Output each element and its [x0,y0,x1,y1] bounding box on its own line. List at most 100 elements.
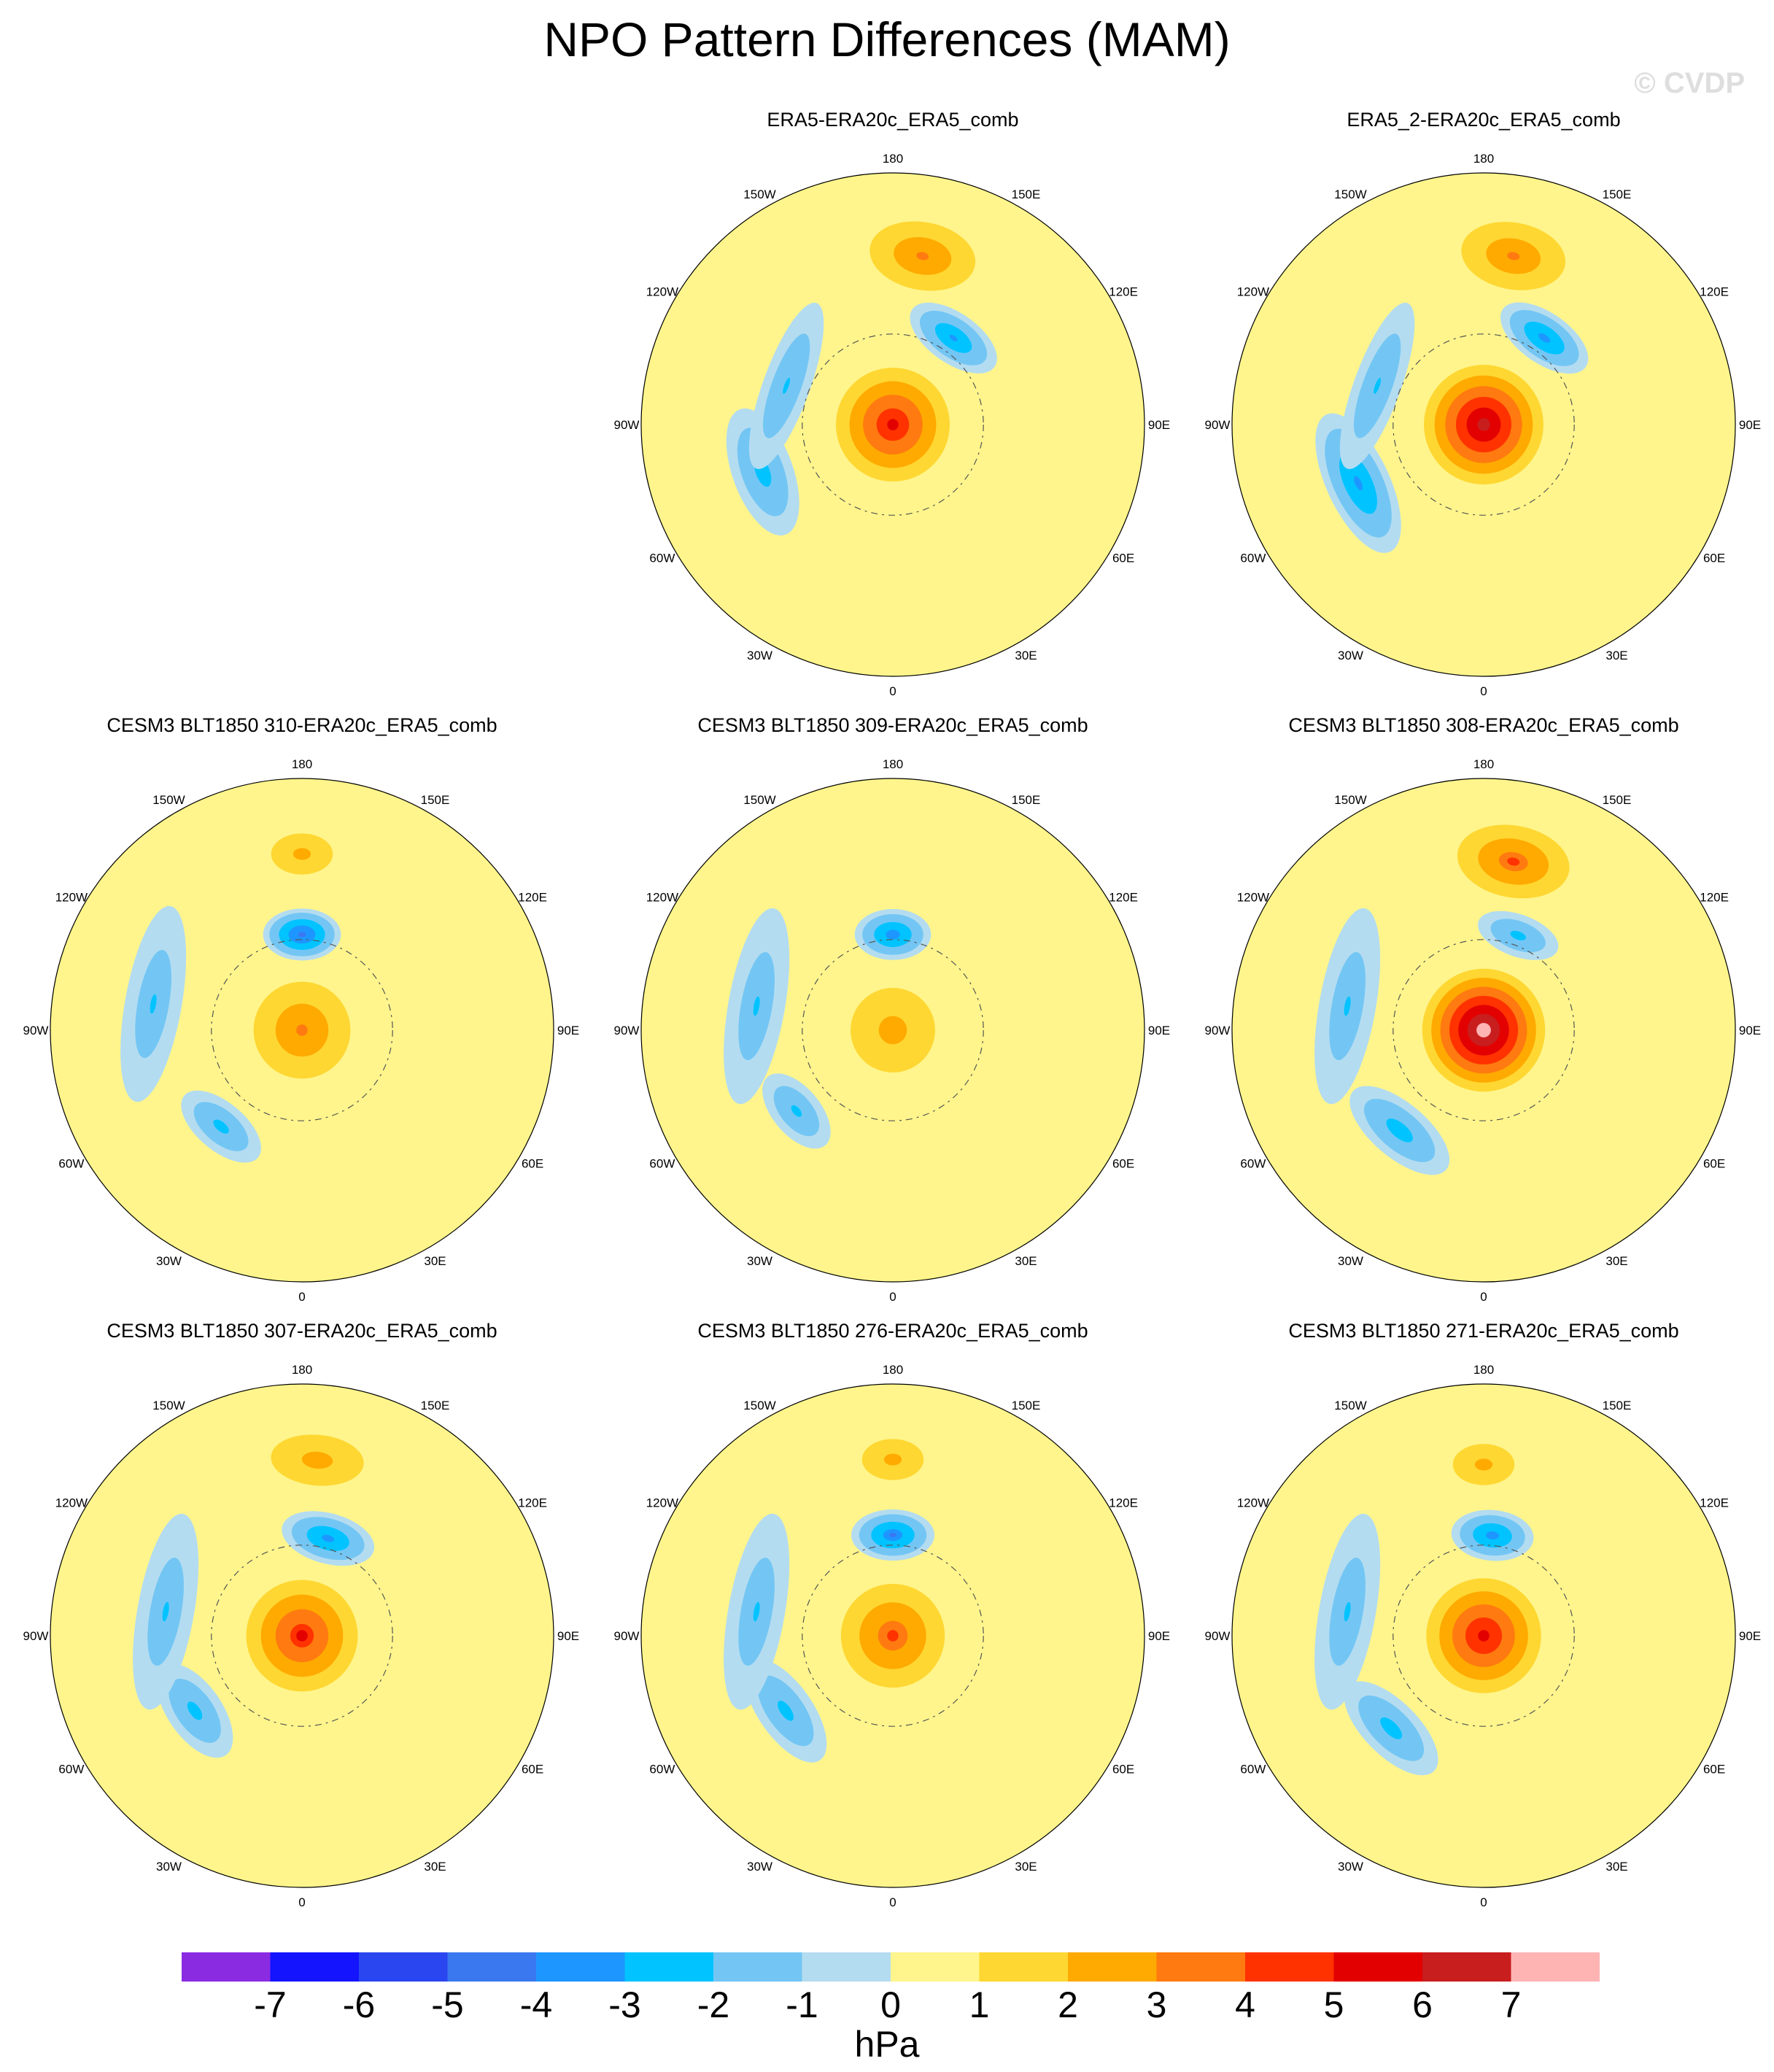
watermark: © CVDP [1634,67,1745,99]
map-panel-276: CESM3 BLT1850 276-ERA20c_ERA5_comb 180 15… [597,1318,1188,1923]
positive-anomaly-contour [878,1016,907,1045]
longitude-label: 60W [58,1763,84,1777]
longitude-label: 30W [1338,649,1363,662]
longitude-label: 120W [646,1496,678,1510]
longitude-label: 120W [55,891,88,905]
longitude-label: 150W [152,1399,185,1412]
longitude-label: 150W [1334,793,1366,807]
panel-title: CESM3 BLT1850 309-ERA20c_ERA5_comb [697,714,1088,736]
positive-anomaly-contour [1507,252,1520,260]
colorbar-tick-label: -4 [519,1984,553,2025]
coastline-outline [1393,939,1575,1121]
negative-anomaly-contour [753,996,760,1016]
negative-anomaly-contour [322,1534,335,1542]
panel-title: CESM3 BLT1850 307-ERA20c_ERA5_comb [106,1320,497,1342]
positive-anomaly-contour [1507,857,1520,866]
panel-title: CESM3 BLT1850 310-ERA20c_ERA5_comb [106,714,497,736]
positive-anomaly-contour [916,252,929,260]
colorbar-swatch [270,1952,360,1982]
longitude-label: 150W [743,188,775,201]
panel-title: CESM3 BLT1850 276-ERA20c_ERA5_comb [697,1320,1088,1342]
negative-anomaly-contour [1374,377,1382,394]
longitude-label: 150W [743,1399,775,1412]
longitude-label: 180 [1473,757,1494,771]
negative-anomaly-contour [1538,333,1551,343]
longitude-label: 30E [1605,1254,1627,1268]
longitude-label: 180 [883,757,903,771]
longitude-label: 150W [152,793,185,807]
longitude-label: 30W [747,1860,772,1874]
map-boundary [1231,1383,1736,1888]
longitude-label: 30E [1605,649,1627,662]
map-boundary [50,1383,554,1888]
negative-anomaly-contour [1344,996,1351,1016]
longitude-label: 60W [649,552,675,565]
colorbar-ticks: -7 -6 -5 -4 -3 -2 -1 0 1 2 3 4 5 6 7 [182,1983,1600,2027]
panel-title: CESM3 BLT1850 271-ERA20c_ERA5_comb [1288,1320,1679,1342]
page-title: NPO Pattern Differences (MAM) [543,12,1231,66]
colorbar-swatch [713,1952,802,1982]
negative-anomaly-contour [187,1701,203,1720]
longitude-label: 60E [1112,552,1134,565]
longitude-label: 150W [1334,188,1366,201]
coastline-outline [211,939,393,1121]
longitude-label: 60E [1703,1157,1725,1171]
colorbar-swatch [1511,1952,1600,1982]
colorbar-tick-label: 4 [1235,1984,1255,2025]
longitude-label: 120W [55,1496,88,1510]
negative-anomaly-contour [778,1701,794,1721]
colorbar-swatch [447,1952,537,1982]
positive-anomaly-contour [296,1630,308,1642]
positive-anomaly-contour [301,1451,333,1469]
longitude-label: 120E [1700,891,1729,905]
longitude-label: 90W [614,418,640,432]
longitude-label: 30E [1015,1860,1037,1874]
negative-anomaly-contour [1344,1601,1351,1622]
longitude-label: 90E [1739,1629,1761,1643]
longitude-label: 60W [1240,1157,1266,1171]
negative-anomaly-contour [1510,930,1526,940]
map-panel-310: CESM3 BLT1850 310-ERA20c_ERA5_comb 180 15… [7,712,597,1318]
longitude-label: 60E [1703,552,1725,565]
colorbar-tick-label: -3 [608,1984,641,2025]
positive-anomaly-contour [1477,418,1490,431]
coastline-outline [802,333,984,516]
negative-anomaly-contour [298,932,306,938]
colorbar-swatch [182,1952,271,1982]
negative-anomaly-contour [1386,1118,1413,1143]
longitude-label: 180 [883,152,903,166]
map-panel-307: CESM3 BLT1850 307-ERA20c_ERA5_comb 180 15… [7,1318,597,1923]
longitude-label: 180 [292,757,312,771]
longitude-label: 150W [1334,1399,1366,1412]
positive-anomaly-contour [887,419,899,430]
map-panel-271: CESM3 BLT1850 271-ERA20c_ERA5_comb 180 15… [1188,1318,1774,1923]
negative-anomaly-contour [949,334,958,341]
longitude-label: 30W [747,1254,772,1268]
longitude-label: 30W [156,1860,182,1874]
polar-map: 180 150E 120E 90E 60E 30E 0 30W 60W 90W 120W 150W [1205,1363,1762,1909]
longitude-label: 150E [1012,793,1041,807]
longitude-label: 30E [1015,1254,1037,1268]
colorbar-swatch [536,1952,625,1982]
negative-anomaly-contour [162,1601,169,1622]
colorbar-swatch [979,1952,1069,1982]
longitude-label: 30E [424,1860,446,1874]
longitude-label: 0 [889,684,896,698]
map-boundary [50,778,554,1283]
negative-anomaly-contour [213,1119,229,1134]
longitude-label: 0 [889,1290,896,1304]
negative-anomaly-contour [1354,476,1363,490]
polar-map: 180 150E 120E 90E 60E 30E 0 30W 60W 90W 120W 150W [1205,152,1762,698]
coastline-outline [802,939,984,1121]
longitude-label: 180 [883,1363,903,1377]
colorbar-swatch [359,1952,448,1982]
longitude-label: 0 [1480,684,1487,698]
map-panel-era5: ERA5-ERA20c_ERA5_comb 180 150E 120E 90E 60E 3… [597,107,1188,712]
colorbar-swatch [1156,1952,1246,1982]
map-panel-era5-2: ERA5_2-ERA20c_ERA5_comb 180 150E 120E 90E 60… [1188,107,1774,712]
colorbar-swatch [1245,1952,1334,1982]
colorbar-tick-label: -2 [697,1984,730,2025]
longitude-label: 90W [614,1024,640,1037]
colorbar-tick-label: -7 [254,1984,287,2025]
negative-anomaly-contour [886,929,900,940]
